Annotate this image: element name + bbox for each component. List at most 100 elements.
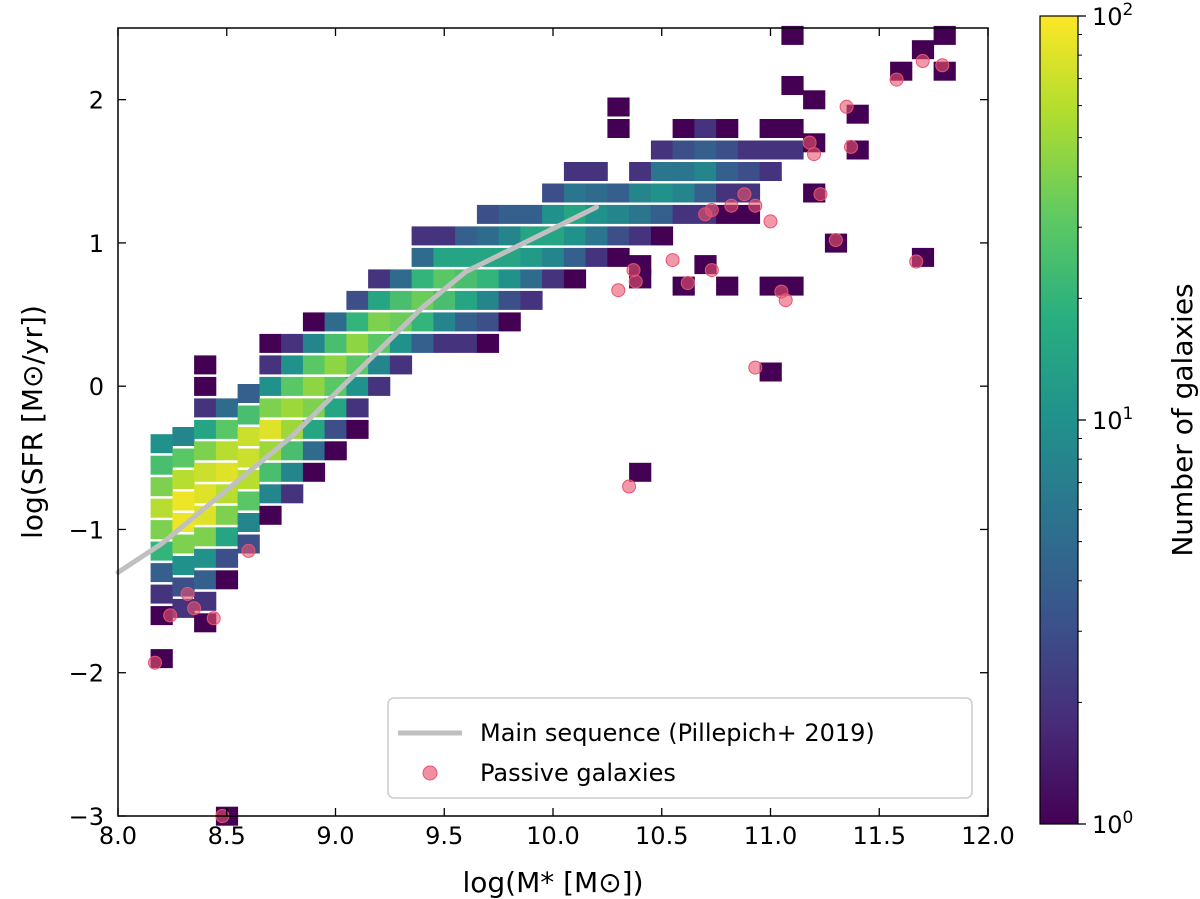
passive-galaxy-point bbox=[737, 187, 752, 202]
heatmap-bin bbox=[650, 183, 674, 203]
heatmap-bin bbox=[563, 247, 587, 267]
heatmap-bin bbox=[542, 204, 565, 224]
y-tick-label: 1 bbox=[89, 230, 104, 258]
heatmap-bin bbox=[281, 419, 304, 439]
heatmap-bin bbox=[520, 269, 543, 289]
heatmap-bin bbox=[259, 484, 282, 504]
heatmap-bin bbox=[172, 427, 195, 446]
passive-galaxy-point bbox=[626, 263, 641, 278]
heatmap-bin bbox=[803, 90, 826, 110]
passive-galaxy-point bbox=[148, 655, 162, 670]
heatmap-bin bbox=[455, 290, 478, 310]
heatmap-bin bbox=[607, 119, 630, 138]
heatmap-bin bbox=[302, 398, 326, 418]
heatmap-bin bbox=[302, 376, 326, 396]
heatmap-bin bbox=[411, 247, 434, 267]
passive-galaxy-point bbox=[807, 147, 821, 162]
heatmap-bin bbox=[542, 269, 565, 289]
heatmap-bin bbox=[520, 204, 543, 224]
heatmap-bin bbox=[607, 226, 630, 246]
heatmap-bin bbox=[194, 570, 217, 590]
heatmap-bin bbox=[346, 312, 369, 332]
legend-box bbox=[387, 697, 973, 799]
heatmap-bin bbox=[324, 398, 347, 418]
heatmap-bin bbox=[476, 204, 500, 224]
heatmap-bin bbox=[498, 312, 521, 332]
x-ticks: 8.0 8.5 9.0 9.5 10.0 10.5 11.0 11.5 12.0 bbox=[99, 28, 1015, 850]
heatmap-bin bbox=[455, 312, 478, 332]
heatmap-bin bbox=[607, 183, 630, 203]
heatmap-bin bbox=[324, 333, 347, 353]
heatmap-bin bbox=[607, 247, 630, 267]
heatmap-bin bbox=[650, 226, 674, 246]
heatmap-bin bbox=[237, 405, 260, 425]
heatmap-bin bbox=[542, 183, 565, 203]
x-axis-title: log(M* [M⊙]) bbox=[462, 866, 643, 899]
heatmap-bins bbox=[150, 25, 956, 826]
heatmap-bin bbox=[411, 312, 434, 332]
heatmap-bin bbox=[259, 355, 282, 375]
heatmap-bin bbox=[650, 204, 674, 224]
heatmap-bin bbox=[542, 247, 565, 267]
heatmap-bin bbox=[781, 25, 804, 45]
heatmap-bin bbox=[215, 441, 239, 461]
heatmap-bin bbox=[629, 226, 652, 246]
heatmap-bin bbox=[215, 527, 239, 547]
heatmap-bin bbox=[563, 269, 587, 289]
x-tick-label: 8.0 bbox=[99, 822, 137, 850]
heatmap-bin bbox=[694, 140, 717, 160]
colorbar-tick-label: 101 bbox=[1092, 404, 1133, 435]
legend: Main sequence (Pillepich+ 2019) Passive … bbox=[387, 697, 973, 799]
heatmap-bin bbox=[476, 226, 500, 246]
heatmap-bin bbox=[194, 355, 217, 375]
heatmap-bin bbox=[585, 226, 608, 246]
heatmap-bin bbox=[476, 290, 500, 310]
heatmap-bin bbox=[346, 333, 369, 353]
heatmap-bin bbox=[302, 419, 326, 439]
heatmap-bin bbox=[368, 290, 391, 310]
x-tick-label: 10.5 bbox=[635, 822, 688, 850]
heatmap-bin bbox=[520, 290, 543, 310]
colorbar-label: Number of galaxies bbox=[1166, 283, 1199, 556]
x-tick-label: 11.0 bbox=[744, 822, 797, 850]
heatmap-bin bbox=[650, 140, 674, 160]
heatmap-bin bbox=[455, 333, 478, 353]
heatmap-bin bbox=[607, 97, 630, 117]
heatmap-bin bbox=[585, 162, 608, 181]
legend-main-sequence-label: Main sequence (Pillepich+ 2019) bbox=[480, 719, 875, 747]
heatmap-bin bbox=[150, 563, 173, 583]
heatmap-bin bbox=[650, 162, 674, 181]
heatmap-bin bbox=[759, 362, 782, 382]
heatmap-bin bbox=[215, 484, 239, 504]
heatmap-bin bbox=[194, 419, 217, 439]
heatmap-bin bbox=[672, 204, 695, 224]
y-axis-title: log(SFR [M⊙/yr]) bbox=[16, 305, 49, 539]
heatmap-bin bbox=[629, 204, 652, 224]
heatmap-bin bbox=[498, 290, 521, 310]
heatmap-bin bbox=[194, 484, 217, 504]
heatmap-bin bbox=[911, 40, 935, 60]
heatmap-bin bbox=[215, 398, 239, 418]
x-tick-label: 9.0 bbox=[316, 822, 354, 850]
heatmap-bin bbox=[433, 247, 456, 267]
heatmap-bin bbox=[194, 376, 217, 396]
colorbar bbox=[1039, 15, 1079, 825]
heatmap-bin bbox=[389, 290, 413, 310]
heatmap-bin bbox=[368, 376, 391, 396]
heatmap-bin bbox=[585, 247, 608, 267]
heatmap-bin bbox=[281, 462, 304, 482]
heatmap-bin bbox=[194, 462, 217, 482]
legend-passive-swatch bbox=[422, 765, 438, 781]
heatmap-bin bbox=[368, 269, 391, 289]
heatmap-bin bbox=[433, 312, 456, 332]
heatmap-bin bbox=[781, 119, 804, 138]
heatmap-bin bbox=[759, 140, 782, 160]
passive-galaxy-point bbox=[206, 611, 221, 626]
heatmap-bin bbox=[194, 398, 217, 418]
heatmap-bin bbox=[237, 384, 260, 403]
heatmap-bin bbox=[672, 183, 695, 203]
colorbar-tick-label: 102 bbox=[1092, 0, 1133, 31]
colorbar-tick-label: 100 bbox=[1092, 808, 1133, 839]
heatmap-bin bbox=[346, 376, 369, 396]
passive-galaxy-point bbox=[187, 601, 202, 616]
